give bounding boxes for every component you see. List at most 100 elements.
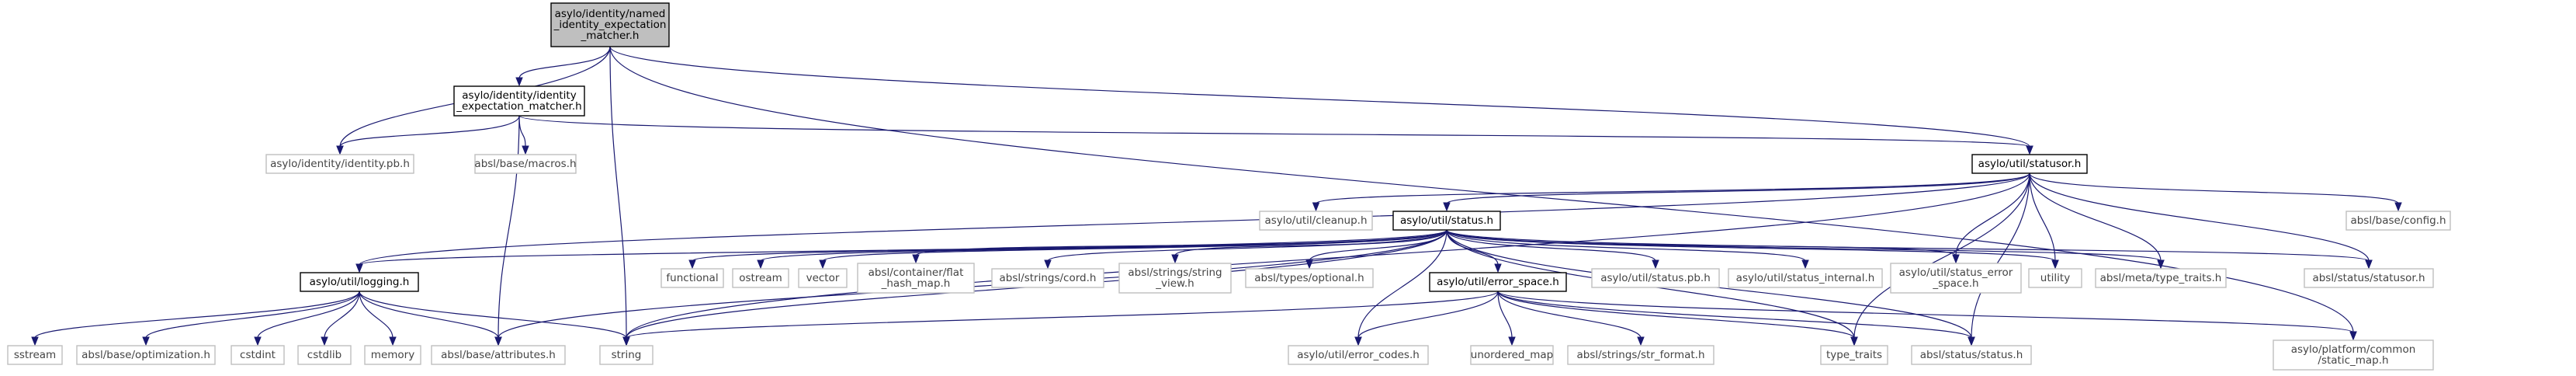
edge-status-to-stringview (1171, 229, 1447, 264)
node-box (474, 154, 577, 174)
node-label: type_traits (1826, 349, 1882, 361)
edge-iem-to-statusor (518, 115, 2033, 155)
node-label: absl/strings/str_format.h (1576, 349, 1704, 361)
node-label: cstdint (240, 349, 276, 361)
edge-errorspace-to-abslstatus (1497, 291, 1975, 346)
edge-statusor-to-cleanup (1312, 172, 2030, 212)
node-label: cstdlib (307, 349, 342, 361)
edge-status-to-flathash (912, 229, 1447, 264)
node-named[interactable]: asylo/identity/named_identity_expectatio… (550, 2, 670, 47)
edge-errorspace-to-unorderedmap (1497, 291, 1516, 346)
node-label: unordered_map (1471, 349, 1553, 361)
node-cstdint: cstdint (231, 345, 285, 365)
node-cleanup: asylo/util/cleanup.h (1259, 211, 1373, 231)
node-label: asylo/identity/named (555, 8, 666, 20)
node-box (1971, 154, 2088, 174)
node-string: string (599, 345, 654, 365)
node-label: asylo/identity/identity (462, 89, 576, 102)
edge-status-to-typetraitsmeta (1446, 229, 2165, 270)
edge-errorspace-to-staticmap (1497, 291, 2357, 341)
node-label: _matcher.h (581, 30, 640, 42)
edge-named-to-staticmap (609, 46, 2357, 341)
node-utility: utility (2028, 268, 2082, 288)
node-label: asylo/util/statusor.h (1978, 158, 2082, 170)
node-label: absl/base/macros.h (474, 158, 576, 170)
node-statusinternal: asylo/util/status_internal.h (1728, 268, 1883, 288)
node-box (660, 268, 724, 288)
node-attributes: absl/base/attributes.h (431, 345, 566, 365)
node-label: asylo/util/status_error (1899, 266, 2013, 279)
node-statusor[interactable]: asylo/util/statusor.h (1971, 154, 2088, 174)
node-box (798, 268, 848, 288)
node-label: _identity_expectation (553, 19, 667, 31)
edge-named-to-string (609, 46, 630, 346)
node-label: absl/status/statusor.h (2312, 272, 2425, 284)
edge-status-to-utility (1446, 229, 2059, 270)
edge-statusor-to-config (2029, 172, 2402, 212)
node-status[interactable]: asylo/util/status.h (1392, 211, 1501, 231)
node-box (453, 85, 585, 117)
node-label: functional (666, 272, 718, 284)
node-box (297, 345, 352, 365)
node-box (1259, 211, 1373, 231)
node-strformat: absl/strings/str_format.h (1567, 345, 1714, 365)
node-box (7, 345, 63, 365)
node-box (991, 268, 1104, 288)
node-box (1728, 268, 1883, 288)
node-label: asylo/util/error_codes.h (1297, 349, 1420, 361)
node-box (599, 345, 654, 365)
node-label: _hash_map.h (881, 277, 951, 290)
node-box (76, 345, 216, 365)
edge-status-to-abslstatusor (1446, 229, 2373, 270)
edge-statusor-to-logging (355, 172, 2030, 273)
node-label: asylo/platform/common (2291, 343, 2416, 356)
node-logging[interactable]: asylo/util/logging.h (300, 272, 419, 292)
edge-logging-to-sstream (31, 291, 360, 346)
node-label: _view.h (1155, 277, 1194, 290)
node-box (265, 154, 414, 174)
node-label: vector (806, 272, 840, 284)
node-label: asylo/util/error_space.h (1437, 276, 1559, 288)
node-box (1820, 345, 1888, 365)
node-identitypb: asylo/identity/identity.pb.h (265, 154, 414, 174)
node-staticmap: asylo/platform/common/static_map.h (2273, 339, 2434, 371)
node-box (1911, 345, 2032, 365)
node-label: string (612, 349, 642, 361)
node-errorcodes: asylo/util/error_codes.h (1288, 345, 1429, 365)
edge-status-to-statuspb (1446, 229, 1659, 270)
node-box (1567, 345, 1714, 365)
node-label: absl/types/optional.h (1254, 272, 1364, 284)
node-label: utility (2040, 272, 2070, 284)
node-label: sstream (14, 349, 56, 361)
edge-status-to-vector (819, 229, 1447, 270)
edge-statusor-to-status (1443, 172, 2030, 212)
edge-status-to-logging (355, 229, 1447, 273)
node-abslstatus: absl/status/status.h (1911, 345, 2032, 365)
node-statuspb: asylo/util/status.pb.h (1591, 268, 1720, 288)
node-unorderedmap: unordered_map (1470, 345, 1554, 365)
node-label: absl/base/attributes.h (441, 349, 556, 361)
node-box (1591, 268, 1720, 288)
node-box (431, 345, 566, 365)
node-label: _space.h (1932, 277, 1978, 290)
node-label: absl/base/config.h (2350, 214, 2446, 227)
nodes: asylo/identity/named_identity_expectatio… (7, 2, 2451, 371)
node-box (1429, 272, 1567, 292)
node-label: absl/strings/cord.h (1000, 272, 1097, 284)
node-label: absl/container/flat (868, 266, 964, 279)
edge-statusor-to-typetraits (1850, 172, 2030, 346)
node-box (1288, 345, 1429, 365)
node-errorspace[interactable]: asylo/util/error_space.h (1429, 272, 1567, 292)
node-optimization: absl/base/optimization.h (76, 345, 216, 365)
node-box (1392, 211, 1501, 231)
node-label: asylo/util/status_internal.h (1736, 272, 1875, 284)
node-ostream: ostream (732, 268, 789, 288)
node-box (2095, 268, 2227, 288)
node-box (732, 268, 789, 288)
node-label: ostream (739, 272, 782, 284)
node-iem[interactable]: asylo/identity/identity_expectation_matc… (453, 85, 585, 117)
edge-logging-to-cstdlib (321, 291, 360, 346)
node-box (857, 263, 975, 294)
edge-statusor-to-abslstatus (1968, 172, 2030, 346)
